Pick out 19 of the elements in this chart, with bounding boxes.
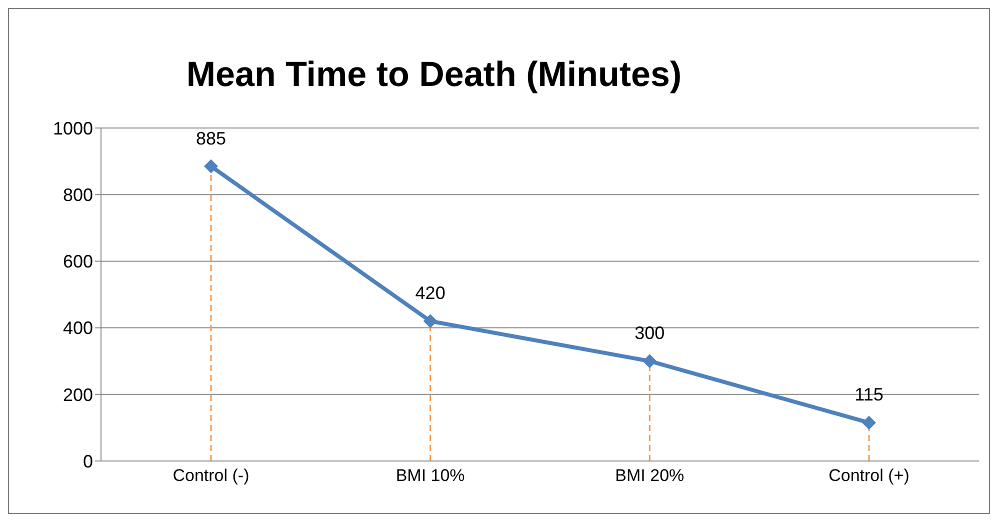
y-tick-label: 400 [62, 318, 93, 338]
point [862, 416, 876, 430]
y-tick-label: 600 [62, 252, 93, 272]
y-tick-label: 800 [62, 184, 93, 205]
point [642, 354, 657, 368]
x-tick-label: BMI 20% [615, 466, 684, 486]
x-tick-label: Control (-) [172, 466, 250, 486]
y-tick-label: 200 [62, 384, 93, 405]
data-label: 115 [854, 384, 884, 405]
data-label: 885 [196, 128, 226, 148]
data-label: 420 [415, 283, 446, 304]
y-tick-label: 1000 [52, 118, 93, 138]
x-tick-label: Control (+) [828, 466, 910, 486]
point [423, 314, 438, 328]
chart-title: Mean Time to Death (Minutes) [185, 55, 683, 95]
data-label: 300 [634, 323, 665, 344]
y-tick-label: 0 [82, 451, 93, 472]
point [204, 159, 218, 174]
x-tick-label: BMI 10% [396, 466, 465, 486]
